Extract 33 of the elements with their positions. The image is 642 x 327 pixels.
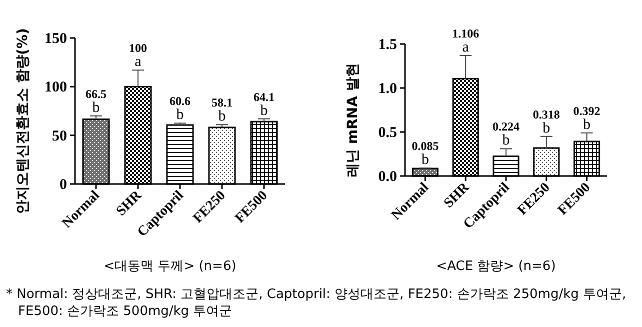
y-tick-label: 50 [52, 128, 67, 144]
data-label: 64.1 [254, 90, 274, 104]
data-label: 0.085 [412, 139, 439, 154]
data-label: 0.392 [573, 104, 600, 118]
annotation: b [542, 120, 550, 136]
data-label: 58.1 [212, 96, 232, 110]
annotation: b [260, 102, 268, 119]
data-label: 0.318 [532, 107, 560, 122]
y-tick-label: 1.5 [378, 37, 397, 53]
y-axis-title: 안지오텐신전환효소 함량(%) [15, 28, 31, 214]
annotation: a [134, 54, 142, 70]
y-tick-label: 150 [44, 31, 67, 47]
y-tick-label: 1.0 [378, 81, 397, 97]
annotation: b [218, 108, 226, 125]
y-tick-label: 0.0 [378, 169, 397, 185]
annotation: b [502, 132, 510, 149]
annotation: b [583, 116, 591, 133]
annotation: b [92, 100, 100, 116]
annotation: a [462, 39, 470, 56]
y-axis-title: 레닌 mRNA 발현 [345, 63, 361, 177]
text: <대동맥 두께> (n=6) [104, 259, 236, 274]
text: <ACE 함량> (n=6) [436, 259, 556, 274]
annotation: b [176, 107, 184, 124]
y-tick-label: 0.5 [378, 125, 397, 141]
y-tick-label: 0 [60, 177, 67, 193]
data-label: 1.106 [452, 26, 480, 40]
annotation: b [421, 152, 429, 168]
data-label: 0.224 [492, 120, 520, 134]
data-label: 100 [129, 41, 147, 56]
y-tick-label: 100 [44, 80, 67, 96]
text: * Normal: 정상대조군, SHR: 고혈압대조군, Captopril: 양성대조군, FE250: 손가락조 250mg/kg 투여군, FE500: 손가락조 500mg/kg 투여군 [5, 286, 628, 320]
data-label: 66.5 [86, 86, 106, 101]
data-label: 60.6 [170, 94, 190, 108]
